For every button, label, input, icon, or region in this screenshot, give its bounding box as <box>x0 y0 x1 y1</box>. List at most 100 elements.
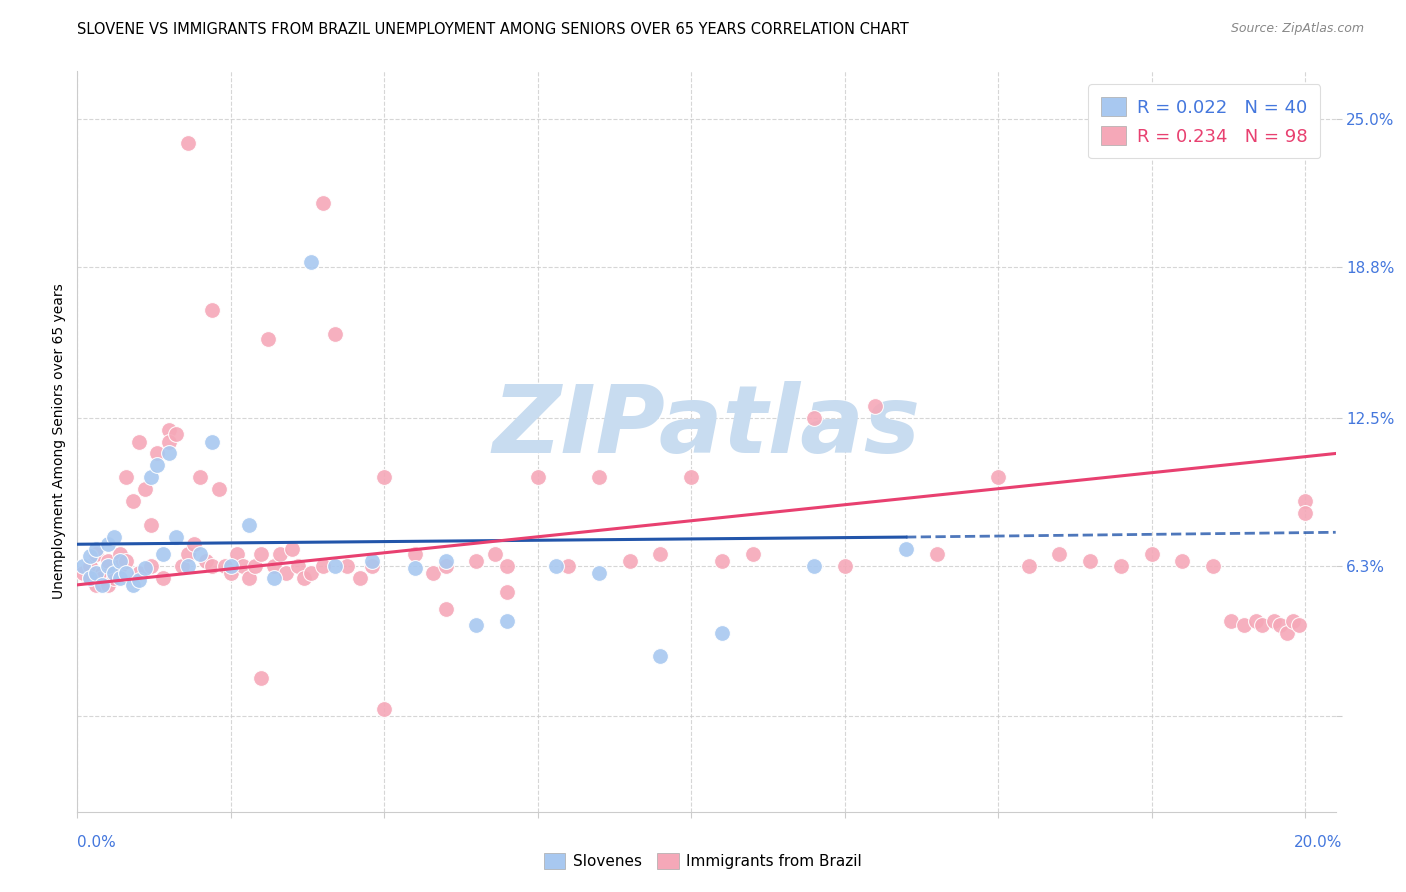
Point <box>157 423 180 437</box>
Point <box>195 554 218 568</box>
Point <box>232 558 254 573</box>
Point <box>619 554 641 568</box>
Point <box>1281 614 1303 628</box>
Point <box>741 547 763 561</box>
Point <box>177 547 200 561</box>
Point <box>263 571 285 585</box>
Point <box>121 494 143 508</box>
Text: ZIPatlas: ZIPatlas <box>492 381 921 473</box>
Point <box>165 530 187 544</box>
Point <box>146 458 169 473</box>
Point <box>238 518 260 533</box>
Point <box>803 410 825 425</box>
Point <box>803 558 825 573</box>
Point <box>84 541 107 556</box>
Point <box>103 530 125 544</box>
Point <box>323 558 346 573</box>
Text: 0.0%: 0.0% <box>77 836 117 850</box>
Point <box>90 578 112 592</box>
Point <box>1270 618 1292 632</box>
Point <box>1233 618 1256 632</box>
Point <box>214 558 236 573</box>
Point <box>681 470 703 484</box>
Point <box>336 558 359 573</box>
Point <box>312 195 335 210</box>
Point <box>373 470 395 484</box>
Point <box>170 558 193 573</box>
Point <box>312 558 335 573</box>
Point <box>434 558 457 573</box>
Point <box>1288 618 1310 632</box>
Point <box>110 558 132 573</box>
Point <box>256 332 278 346</box>
Point <box>496 558 519 573</box>
Point <box>865 399 887 413</box>
Point <box>404 561 426 575</box>
Point <box>115 470 138 484</box>
Point <box>299 255 322 269</box>
Point <box>177 558 200 573</box>
Point <box>219 566 242 580</box>
Point <box>90 571 112 585</box>
Point <box>496 614 519 628</box>
Point <box>97 558 120 573</box>
Point <box>139 518 162 533</box>
Point <box>1294 506 1316 520</box>
Point <box>588 470 610 484</box>
Point <box>115 554 138 568</box>
Point <box>103 566 125 580</box>
Point <box>269 547 291 561</box>
Point <box>201 303 224 318</box>
Point <box>1244 614 1267 628</box>
Point <box>72 566 94 580</box>
Point <box>245 558 267 573</box>
Point <box>84 547 107 561</box>
Point <box>79 549 101 564</box>
Point <box>139 558 162 573</box>
Point <box>219 558 242 573</box>
Point <box>134 561 156 575</box>
Point <box>157 434 180 449</box>
Point <box>650 649 672 664</box>
Point <box>349 571 371 585</box>
Point <box>97 554 120 568</box>
Point <box>110 571 132 585</box>
Text: Source: ZipAtlas.com: Source: ZipAtlas.com <box>1230 22 1364 36</box>
Point <box>710 625 733 640</box>
Point <box>103 566 125 580</box>
Point <box>287 558 309 573</box>
Point <box>925 547 948 561</box>
Text: 20.0%: 20.0% <box>1295 836 1343 850</box>
Point <box>834 558 856 573</box>
Point <box>152 571 174 585</box>
Point <box>157 446 180 460</box>
Point <box>128 566 150 580</box>
Point <box>987 470 1010 484</box>
Point <box>1294 494 1316 508</box>
Y-axis label: Unemployment Among Seniors over 65 years: Unemployment Among Seniors over 65 years <box>52 284 66 599</box>
Point <box>79 571 101 585</box>
Point <box>121 578 143 592</box>
Point <box>250 671 273 685</box>
Point <box>201 558 224 573</box>
Point <box>546 558 568 573</box>
Point <box>422 566 444 580</box>
Point <box>281 541 304 556</box>
Point <box>183 537 205 551</box>
Point <box>557 558 579 573</box>
Point <box>650 547 672 561</box>
Point <box>226 547 249 561</box>
Point <box>152 547 174 561</box>
Point <box>139 470 162 484</box>
Point <box>188 470 211 484</box>
Point <box>588 566 610 580</box>
Point <box>361 558 384 573</box>
Point <box>115 566 138 580</box>
Point <box>1171 554 1194 568</box>
Point <box>165 427 187 442</box>
Point <box>1049 547 1071 561</box>
Point <box>361 554 384 568</box>
Point <box>710 554 733 568</box>
Point <box>1220 614 1243 628</box>
Point <box>188 547 211 561</box>
